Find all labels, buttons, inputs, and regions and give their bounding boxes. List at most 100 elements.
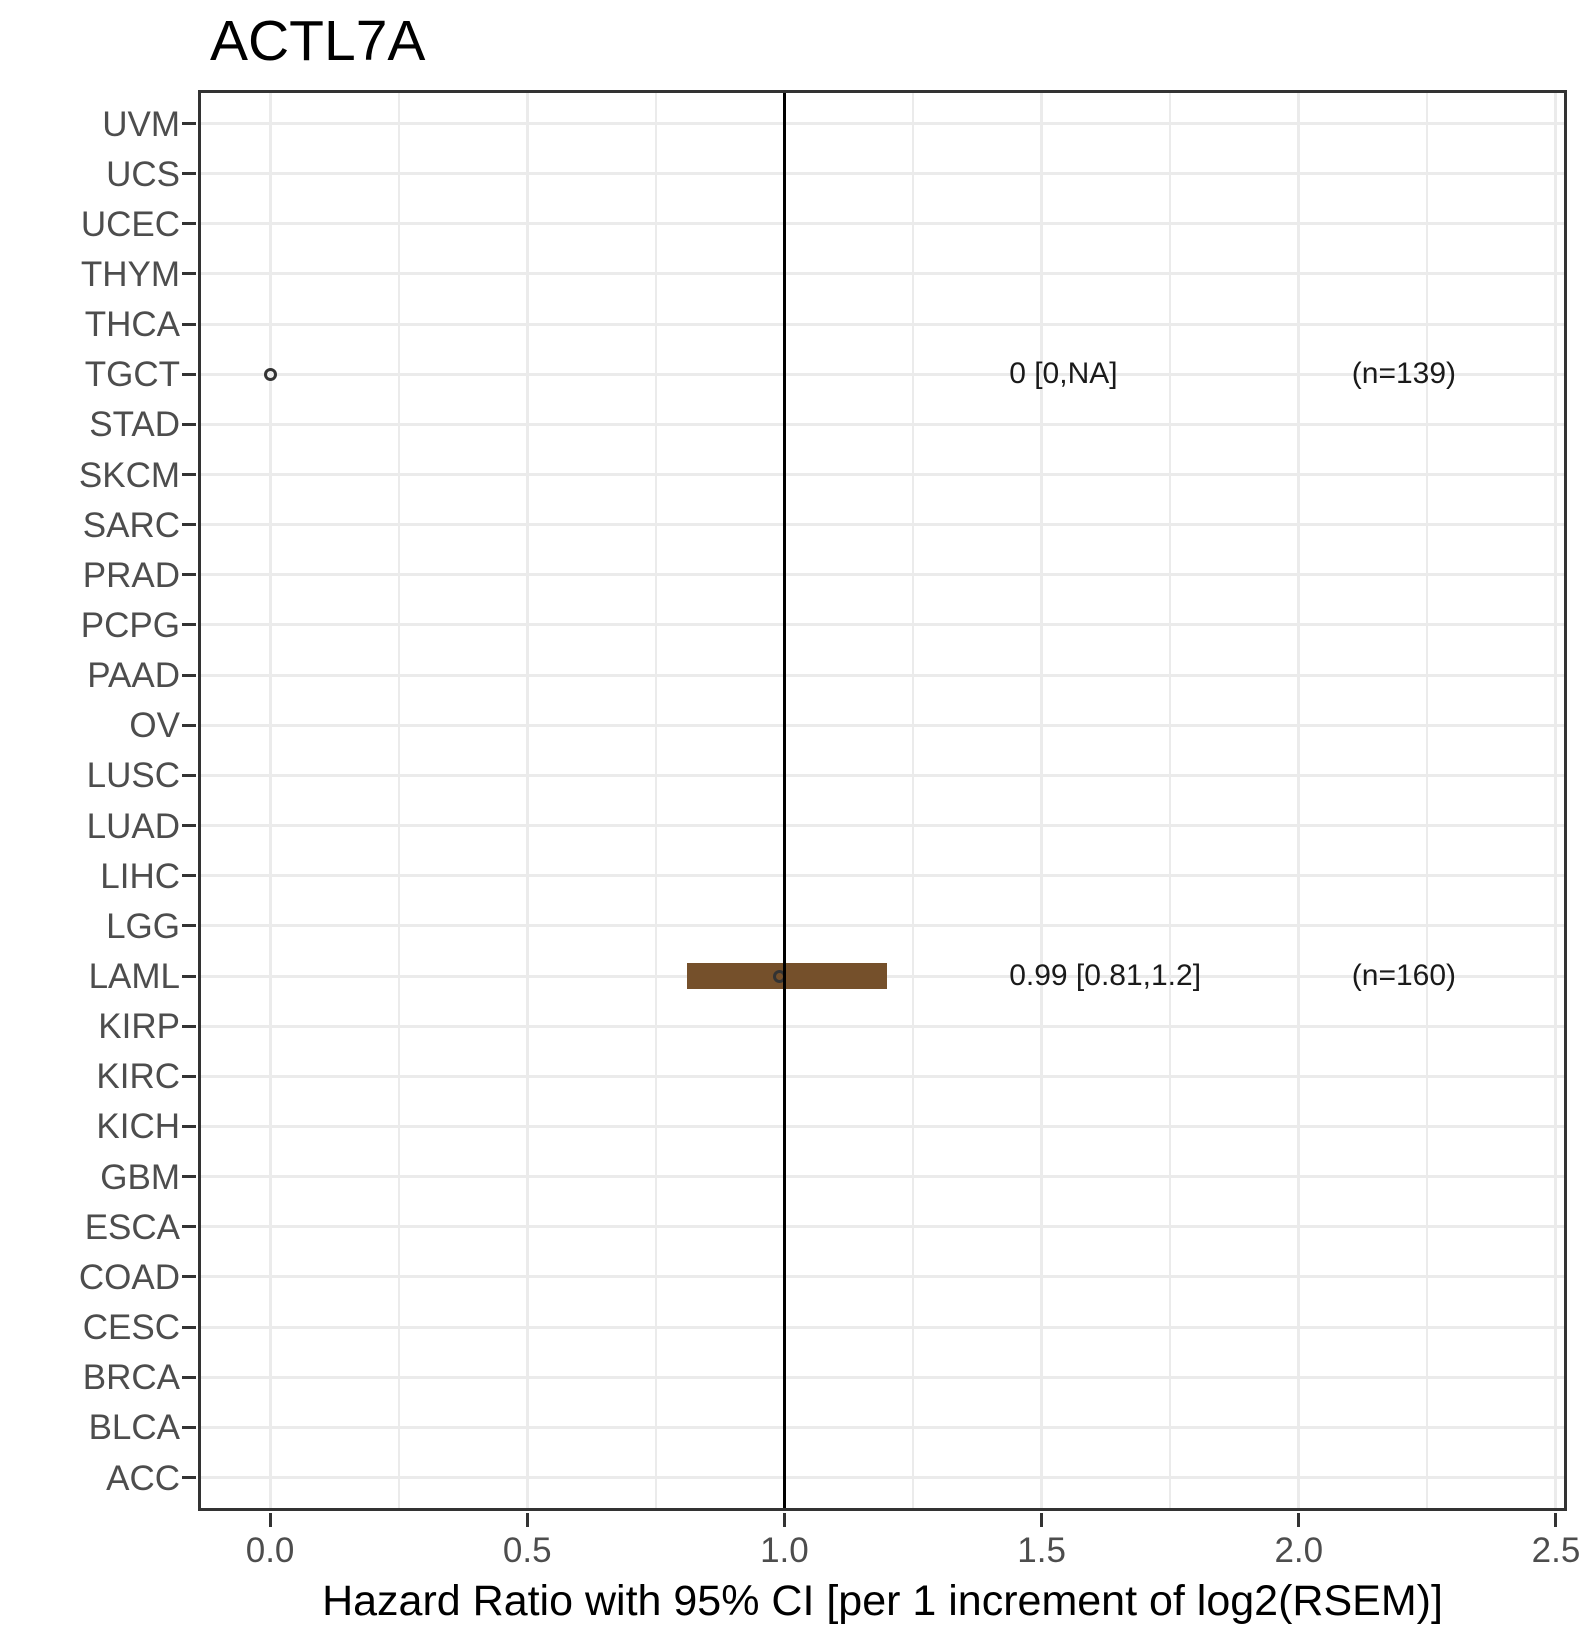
v-gridline-minor bbox=[1169, 90, 1172, 1511]
y-tick-label-luad: LUAD bbox=[86, 806, 180, 846]
y-tick-label-gbm: GBM bbox=[100, 1157, 180, 1197]
h-gridline bbox=[198, 222, 1567, 226]
h-gridline bbox=[198, 874, 1567, 878]
y-tick-label-stad: STAD bbox=[89, 405, 180, 445]
v-gridline-minor bbox=[654, 90, 657, 1511]
h-gridline bbox=[198, 372, 1567, 376]
y-axis-tick bbox=[182, 1024, 196, 1028]
h-gridline bbox=[198, 122, 1567, 125]
hr-annotation: 0 [0,NA] bbox=[1009, 357, 1118, 391]
x-tick-label: 1.0 bbox=[760, 1531, 809, 1570]
y-tick-label-ov: OV bbox=[129, 706, 180, 746]
y-axis-tick bbox=[182, 122, 196, 125]
y-axis-tick bbox=[182, 974, 196, 978]
y-axis-tick bbox=[182, 372, 196, 376]
x-tick-label: 1.5 bbox=[1017, 1531, 1066, 1570]
h-gridline bbox=[198, 824, 1567, 828]
y-tick-label-uvm: UVM bbox=[102, 104, 180, 144]
x-tick-label: 2.5 bbox=[1531, 1531, 1581, 1570]
h-gridline bbox=[198, 1175, 1567, 1179]
y-axis-tick bbox=[182, 1425, 196, 1429]
v-gridline-major bbox=[525, 90, 529, 1511]
x-axis-tick bbox=[1040, 1513, 1044, 1527]
v-gridline-minor bbox=[397, 90, 400, 1511]
y-axis-tick bbox=[182, 222, 196, 226]
h-gridline bbox=[198, 1275, 1567, 1279]
y-tick-label-thym: THYM bbox=[80, 254, 180, 294]
y-tick-label-lgg: LGG bbox=[106, 906, 180, 946]
y-tick-label-thca: THCA bbox=[84, 305, 180, 345]
y-tick-label-sarc: SARC bbox=[82, 505, 180, 545]
y-tick-label-acc: ACC bbox=[106, 1458, 180, 1498]
y-axis-tick bbox=[182, 1225, 196, 1229]
h-gridline bbox=[198, 1325, 1567, 1329]
y-tick-label-laml: LAML bbox=[88, 957, 180, 997]
v-gridline-major bbox=[1554, 90, 1558, 1511]
y-axis-tick bbox=[182, 322, 196, 326]
y-axis-tick bbox=[182, 824, 196, 828]
h-gridline bbox=[198, 1425, 1567, 1429]
y-axis-tick bbox=[182, 874, 196, 878]
y-axis-tick bbox=[182, 1325, 196, 1329]
v-gridline-minor bbox=[912, 90, 915, 1511]
y-axis-tick bbox=[182, 1275, 196, 1279]
y-axis-tick bbox=[182, 924, 196, 928]
x-axis-title: Hazard Ratio with 95% CI [per 1 incremen… bbox=[322, 1577, 1443, 1625]
y-axis-tick bbox=[182, 673, 196, 677]
h-gridline bbox=[198, 1375, 1567, 1379]
h-gridline bbox=[198, 473, 1567, 477]
y-tick-label-brca: BRCA bbox=[82, 1358, 180, 1398]
v-gridline-major bbox=[1040, 90, 1044, 1511]
h-gridline bbox=[198, 1225, 1567, 1229]
ci-bar bbox=[686, 963, 888, 990]
panel-border bbox=[198, 90, 1567, 1511]
y-tick-label-prad: PRAD bbox=[82, 555, 180, 595]
y-axis-tick bbox=[182, 1124, 196, 1128]
h-gridline bbox=[198, 1074, 1567, 1078]
x-tick-label: 0.5 bbox=[502, 1531, 552, 1570]
h-gridline bbox=[198, 1024, 1567, 1028]
v-gridline-major bbox=[1297, 90, 1301, 1511]
h-gridline bbox=[198, 523, 1567, 527]
y-tick-label-ucs: UCS bbox=[106, 154, 180, 194]
y-axis-tick bbox=[182, 1476, 196, 1479]
y-axis-tick bbox=[182, 422, 196, 426]
x-axis-tick bbox=[1554, 1513, 1558, 1527]
h-gridline bbox=[198, 322, 1567, 326]
y-tick-label-lihc: LIHC bbox=[100, 856, 180, 896]
h-gridline bbox=[198, 1124, 1567, 1128]
y-axis-tick bbox=[182, 473, 196, 477]
h-gridline bbox=[198, 623, 1567, 627]
y-tick-label-paad: PAAD bbox=[87, 656, 180, 696]
y-tick-label-cesc: CESC bbox=[82, 1308, 180, 1348]
estimate-point bbox=[263, 367, 277, 381]
x-tick-label: 2.0 bbox=[1274, 1531, 1324, 1570]
plot-panel: 0 [0,NA] (n=139) 0.99 [0.81,1.2] (n=160) bbox=[182, 90, 1567, 1527]
h-gridline bbox=[198, 1476, 1567, 1479]
n-annotation: (n=139) bbox=[1351, 357, 1457, 391]
y-axis-tick bbox=[182, 773, 196, 777]
h-gridline bbox=[198, 924, 1567, 928]
x-axis-tick bbox=[525, 1513, 529, 1527]
x-axis-tick bbox=[782, 1513, 786, 1527]
n-annotation: (n=160) bbox=[1351, 959, 1457, 993]
y-axis-tick bbox=[182, 573, 196, 577]
y-axis-tick bbox=[182, 1375, 196, 1379]
y-tick-label-skcm: SKCM bbox=[78, 455, 180, 495]
y-tick-label-tgct: TGCT bbox=[84, 355, 180, 395]
y-tick-label-ucec: UCEC bbox=[80, 204, 180, 244]
y-tick-label-kirc: KIRC bbox=[96, 1057, 180, 1097]
y-axis-tick bbox=[182, 623, 196, 627]
h-gridline bbox=[198, 172, 1567, 176]
h-gridline bbox=[198, 573, 1567, 577]
h-gridline bbox=[198, 773, 1567, 777]
h-gridline bbox=[198, 272, 1567, 276]
y-tick-label-lusc: LUSC bbox=[86, 756, 180, 796]
y-tick-label-coad: COAD bbox=[78, 1257, 180, 1297]
y-axis-tick bbox=[182, 523, 196, 527]
hr-annotation: 0.99 [0.81,1.2] bbox=[1009, 959, 1202, 993]
plot-title: ACTL7A bbox=[210, 9, 426, 73]
x-axis-tick bbox=[1297, 1513, 1301, 1527]
reference-line bbox=[782, 90, 786, 1511]
y-axis-tick bbox=[182, 723, 196, 727]
